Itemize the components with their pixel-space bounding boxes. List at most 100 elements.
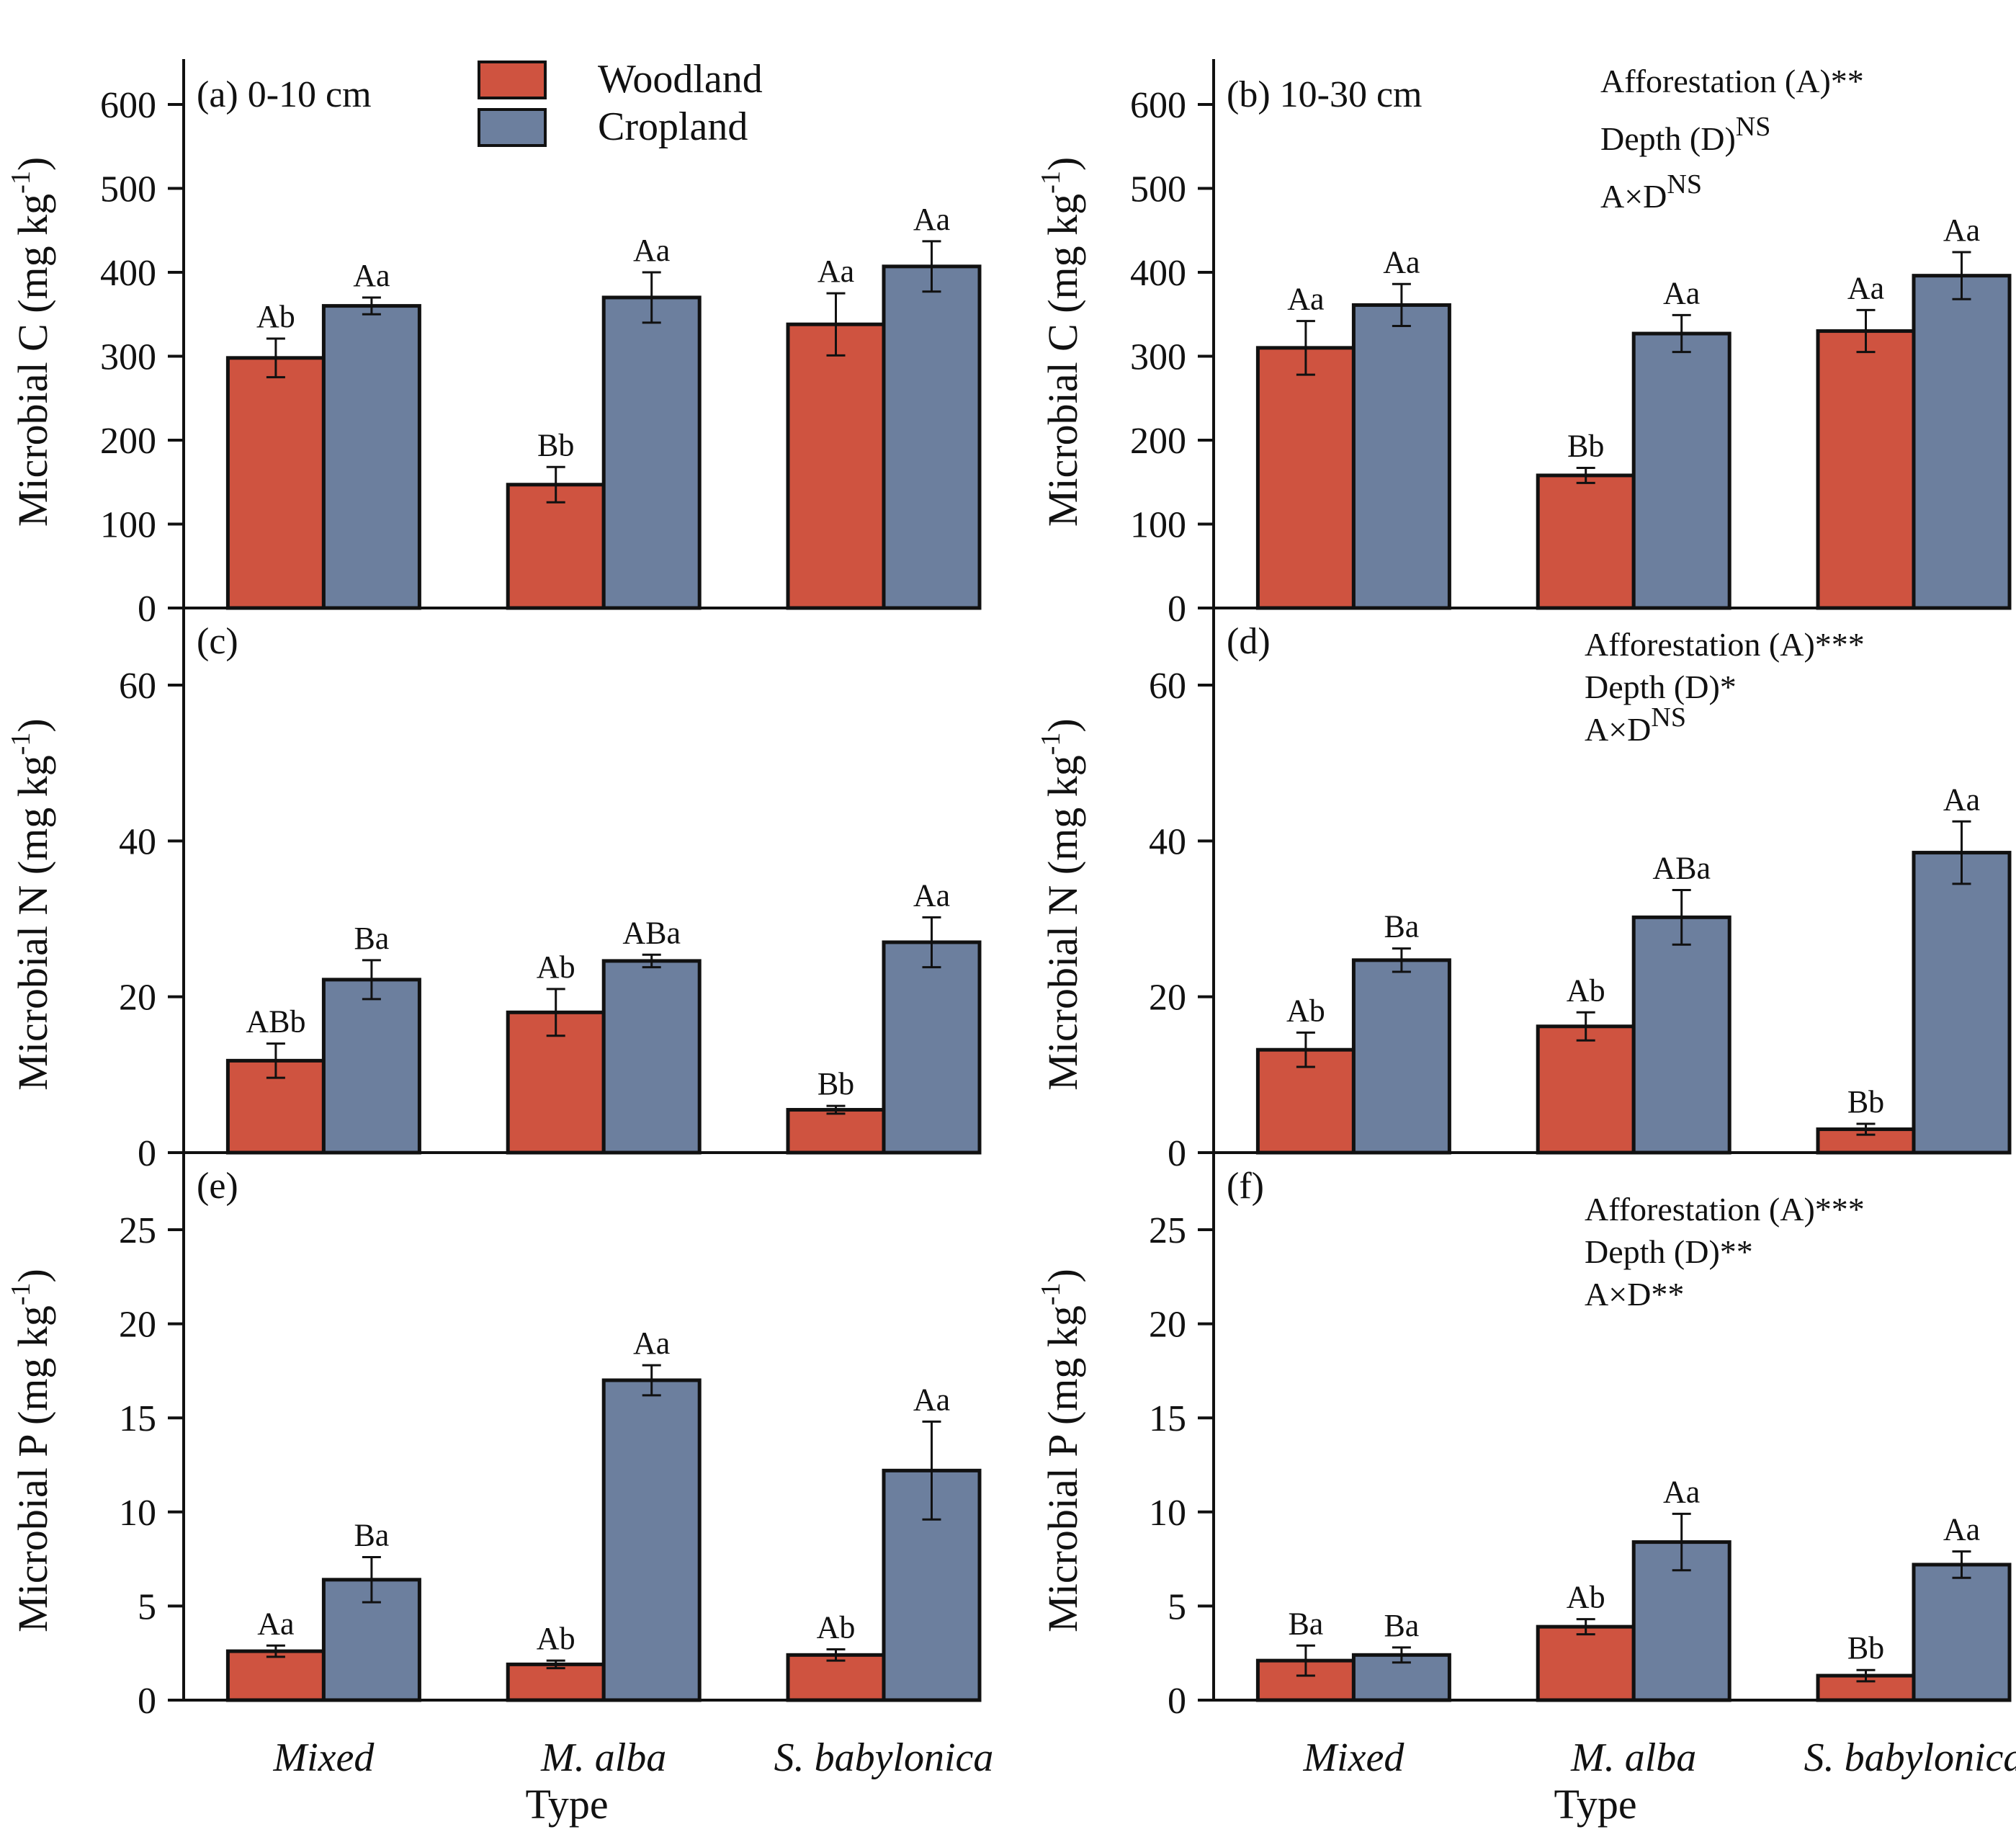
bar-significance-label: Ba [354, 1517, 389, 1552]
y-tick-label: 25 [119, 1210, 156, 1251]
y-axis-label-close: ) [1039, 157, 1086, 171]
panel-b: 0 100 200 300 400 500 600 Microbial C (mg kg-1)… [1036, 59, 2012, 630]
y-axis-label-main: Microbial N (mg kg [9, 755, 56, 1091]
stat-annotation: Afforestation (A)** [1600, 63, 1864, 99]
y-axis-label-sup: -1 [1036, 733, 1066, 756]
stat-annotation: A×D** [1585, 1276, 1684, 1313]
bar-significance-label: Aa [817, 254, 854, 289]
bar-cropland-1 [1631, 331, 1731, 610]
bar-significance-label: Aa [1383, 244, 1420, 280]
y-tick-label: 20 [119, 1305, 156, 1346]
y-tick-label: 20 [119, 978, 156, 1019]
bar-woodland-0 [1255, 346, 1356, 610]
bar-significance-label: Ab [1567, 973, 1605, 1008]
y-axis-label: Microbial C (mg kg-1) [1036, 157, 1086, 527]
bar-significance-label: Aa [1943, 1512, 1980, 1547]
y-axis-label-close: ) [9, 718, 56, 732]
bar-significance-label: Bb [537, 427, 574, 462]
bar-woodland-1 [506, 1662, 606, 1702]
bar-significance-label: Ba [1384, 909, 1419, 944]
bar-significance-label: Ab [817, 1609, 856, 1645]
panel-e: 0 5 10 15 20 25 Microbial P (mg kg-1) (e) Aa Ba Mi… [6, 1152, 993, 1780]
bar-significance-label: Aa [1943, 213, 1980, 248]
y-tick-label: 15 [119, 1398, 156, 1439]
y-axis-label: Microbial N (mg kg-1) [6, 718, 56, 1091]
bar-woodland-1 [1536, 1024, 1636, 1155]
y-tick-label: 0 [1168, 1133, 1186, 1174]
bar-significance-label: Aa [913, 877, 950, 913]
bar-woodland-0 [225, 356, 326, 610]
bar-significance-label: Ab [1286, 993, 1325, 1028]
y-tick-label: 5 [138, 1586, 156, 1627]
y-tick-label: 0 [1168, 589, 1186, 630]
panel-title: (a) 0-10 cm [197, 74, 372, 115]
y-tick-label: 500 [1130, 169, 1186, 210]
stat-annotation-text: Afforestation (A)*** [1585, 1191, 1865, 1228]
y-axis-label-sup: -1 [6, 733, 36, 756]
bar-cropland-2 [1912, 851, 2012, 1155]
bar-cropland-0 [1351, 958, 1451, 1155]
bar-significance-label: Ab [537, 949, 575, 985]
y-axis-label-sup: -1 [1036, 171, 1066, 194]
y-axis-label-sup: -1 [6, 171, 36, 194]
y-axis-label-main: Microbial P (mg kg [9, 1305, 56, 1632]
y-tick-label: 600 [1130, 85, 1186, 126]
bar-significance-label: Aa [1943, 782, 1980, 817]
bar-woodland-2 [786, 1653, 886, 1702]
y-tick-label: 5 [1168, 1586, 1186, 1627]
bar-cropland-2 [882, 940, 982, 1155]
stat-annotation: Afforestation (A)*** [1585, 626, 1865, 663]
stat-annotation-text: Depth (D)* [1585, 669, 1737, 705]
bar-cropland-2 [1912, 1563, 2012, 1702]
bar-significance-label: Aa [353, 258, 390, 293]
stat-annotation: Depth (D)NS [1600, 112, 1770, 157]
bar-significance-label: Aa [1663, 1474, 1700, 1509]
bar-significance-label: Ba [354, 921, 389, 956]
panel-title: (c) [197, 621, 238, 662]
y-tick-label: 20 [1149, 1305, 1186, 1346]
bar-woodland-0 [1255, 1658, 1356, 1702]
bar-woodland-2 [786, 1108, 886, 1155]
y-tick-label: 200 [1130, 421, 1186, 462]
category-label: Mixed [272, 1735, 375, 1780]
panel-title: (e) [197, 1166, 238, 1207]
stat-annotation-sup: NS [1736, 112, 1771, 142]
bar-significance-label: Aa [1663, 275, 1700, 310]
bar-cropland-1 [601, 295, 702, 610]
y-axis-label-main: Microbial P (mg kg [1039, 1305, 1086, 1632]
legend-label-cropland: Cropland [598, 104, 748, 149]
y-tick-label: 15 [1149, 1398, 1186, 1439]
panel-title: (b) 10-30 cm [1227, 74, 1422, 115]
y-tick-label: 60 [119, 666, 156, 707]
stat-annotation-text: Afforestation (A)** [1600, 63, 1864, 99]
stat-annotation-text: A×D [1585, 711, 1651, 748]
stat-annotation: A×DNS [1600, 169, 1702, 215]
bar-woodland-2 [1816, 329, 1916, 610]
y-tick-label: 0 [138, 589, 156, 630]
y-tick-label: 400 [1130, 253, 1186, 294]
bar-significance-label: Ab [537, 1621, 575, 1656]
panel-d: 0 20 40 60 Microbial N (mg kg-1) (d) Ab Ba Ab ABa… [1036, 607, 2012, 1174]
y-tick-label: 0 [138, 1681, 156, 1722]
y-axis-label: Microbial P (mg kg-1) [6, 1269, 56, 1632]
panel-f: 0 5 10 15 20 25 Microbial P (mg kg-1) (f) Ba Ba Mi… [1036, 1152, 2016, 1780]
y-axis-label: Microbial C (mg kg-1) [6, 157, 56, 527]
y-tick-label: 60 [1149, 666, 1186, 707]
bar-cropland-1 [601, 1378, 702, 1702]
panel-title: (f) [1227, 1166, 1264, 1207]
bar-cropland-0 [321, 304, 421, 610]
bar-significance-label: Ba [1288, 1606, 1323, 1641]
y-tick-label: 300 [1130, 337, 1186, 378]
stat-annotation-text: Depth (D) [1600, 120, 1736, 157]
y-axis-label: Microbial P (mg kg-1) [1036, 1269, 1086, 1632]
bar-woodland-0 [225, 1649, 326, 1702]
category-label: M. alba [1570, 1735, 1696, 1780]
bar-significance-label: Aa [1287, 282, 1324, 317]
bar-significance-label: Aa [257, 1606, 294, 1641]
panel-a: 0 100 200 300 400 500 600 Microbial C (mg kg-1)… [6, 59, 982, 630]
stat-annotation-sup: NS [1667, 169, 1702, 200]
stat-annotation-text: Depth (D)** [1585, 1233, 1753, 1270]
y-axis-label-main: Microbial C (mg kg [9, 194, 56, 527]
